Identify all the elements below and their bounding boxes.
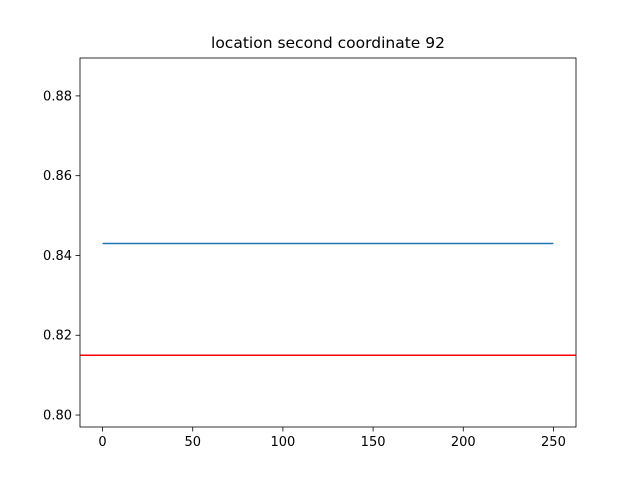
axes-frame (79, 57, 577, 428)
x-tick-label: 50 (184, 435, 201, 450)
chart-title: location second coordinate 92 (211, 34, 445, 52)
y-tick-label: 0.82 (43, 329, 72, 344)
y-tick-label: 0.88 (43, 89, 72, 104)
series-layer (80, 242, 576, 356)
y-tick-label: 0.84 (43, 249, 72, 264)
x-tick-label: 0 (98, 435, 106, 450)
x-tick-label: 200 (451, 435, 476, 450)
plot-background (80, 58, 576, 427)
plot-area (80, 58, 576, 427)
y-tick-label: 0.86 (43, 169, 72, 184)
x-tick-label: 250 (541, 435, 566, 450)
axes-layer: 0 50 100 150 200 250 0.80 0.82 0.84 0.86 0.88 (43, 57, 577, 450)
y-tick-label: 0.80 (43, 409, 72, 424)
x-tick-label: 150 (361, 435, 386, 450)
x-tick-label: 100 (270, 435, 295, 450)
